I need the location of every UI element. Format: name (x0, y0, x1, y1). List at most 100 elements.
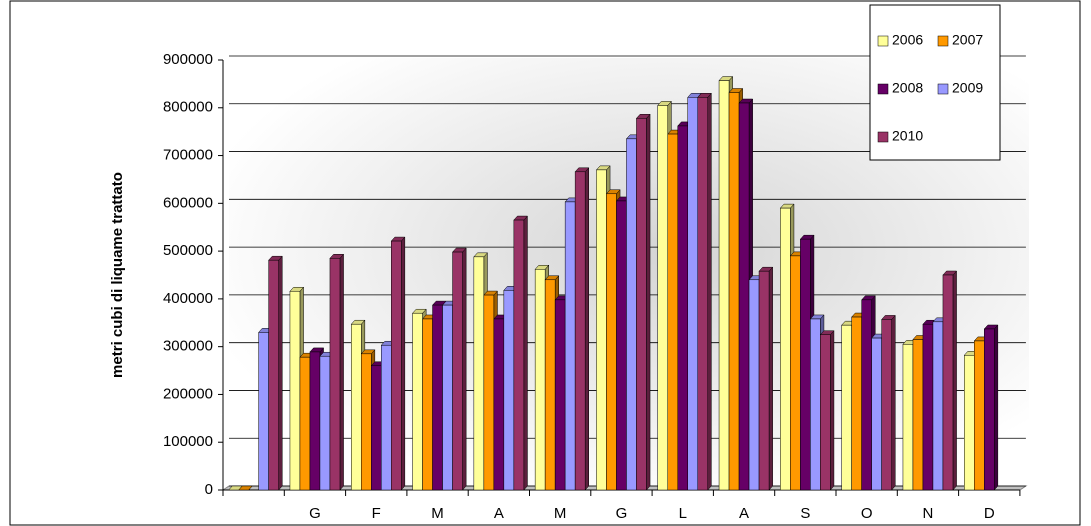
bar (616, 200, 627, 491)
bar (473, 256, 485, 491)
bar (697, 97, 708, 491)
bar (902, 344, 914, 491)
bar (513, 219, 525, 491)
bar (974, 340, 985, 491)
bar (810, 318, 821, 491)
bar (780, 207, 791, 491)
legend-swatch (937, 35, 949, 47)
bar-side (994, 324, 999, 491)
bar (422, 318, 433, 491)
bar (381, 344, 392, 491)
x-tick-label: F (372, 505, 381, 522)
bar (657, 105, 668, 491)
bar-side (401, 236, 406, 491)
y-tick-label: 200000 (163, 385, 213, 402)
bar (503, 290, 515, 491)
bar-side (339, 253, 344, 491)
bar (329, 258, 341, 491)
legend-label: 2008 (892, 80, 923, 96)
bar (289, 290, 301, 491)
bar-side (830, 330, 835, 491)
bar (299, 356, 311, 491)
bar (554, 299, 566, 491)
x-tick-label: N (923, 505, 934, 522)
y-axis-label: metri cubi di liquame trattato (109, 172, 126, 378)
bar (258, 332, 269, 491)
bar (922, 323, 934, 491)
x-tick-label: A (494, 505, 504, 522)
legend-box (869, 4, 1001, 161)
bar (534, 269, 546, 491)
bar (351, 323, 362, 491)
bar (758, 270, 770, 491)
bar (442, 304, 453, 491)
x-tick-label: L (679, 505, 687, 522)
legend-label: 2007 (952, 32, 983, 48)
legend-swatch (877, 131, 889, 143)
y-tick-label: 500000 (163, 242, 213, 259)
bar (626, 138, 637, 491)
bar (881, 319, 892, 491)
bar (412, 312, 423, 491)
bar (636, 118, 647, 491)
bar (309, 351, 321, 491)
bar (861, 299, 872, 491)
bar-side (768, 266, 773, 491)
y-tick-label: 900000 (163, 51, 213, 68)
bar (268, 259, 279, 491)
bar (851, 316, 862, 491)
y-tick-label: 400000 (163, 290, 213, 307)
bar (728, 92, 740, 491)
legend-swatch (877, 35, 889, 47)
bar (841, 324, 852, 491)
bar (483, 294, 495, 491)
bar (574, 171, 586, 491)
bar (984, 328, 995, 491)
bar (800, 238, 811, 491)
x-tick-label: M (431, 505, 444, 522)
bar-side (462, 247, 467, 491)
x-tick-label: S (800, 505, 810, 522)
bar (687, 97, 698, 491)
bar (932, 321, 944, 491)
bar-side (891, 314, 896, 491)
bar-side (646, 113, 651, 491)
x-tick-label: G (616, 505, 628, 522)
bar (677, 125, 688, 491)
y-tick-label: 100000 (163, 433, 213, 450)
bar (738, 102, 750, 491)
bar (391, 240, 402, 491)
x-tick-label: A (739, 505, 749, 522)
bar (606, 193, 617, 491)
x-tick-label: M (554, 505, 567, 522)
bar (871, 337, 882, 491)
bar (718, 80, 730, 491)
x-tick-label: D (984, 505, 995, 522)
bar-side (278, 255, 283, 491)
bar (544, 279, 556, 491)
bar-top (238, 485, 253, 491)
bar (596, 169, 607, 491)
bar (493, 318, 505, 491)
x-tick-label: G (309, 505, 321, 522)
bar (564, 201, 576, 491)
bar (667, 133, 678, 491)
bar-side (707, 92, 712, 491)
y-tick-label: 300000 (163, 338, 213, 355)
legend-label: 2006 (892, 32, 923, 48)
bar (964, 355, 975, 491)
bar (912, 339, 924, 491)
bar (942, 274, 954, 491)
y-tick-label: 700000 (163, 147, 213, 164)
bar (371, 365, 382, 491)
y-tick-label: 600000 (163, 194, 213, 211)
bar (452, 251, 463, 491)
bar (319, 355, 331, 491)
legend-label: 2009 (952, 80, 983, 96)
x-tick-label: O (861, 505, 873, 522)
bar-side (523, 215, 528, 491)
y-tick-label: 800000 (163, 99, 213, 116)
bar (748, 279, 760, 491)
legend-label: 2010 (892, 128, 923, 144)
